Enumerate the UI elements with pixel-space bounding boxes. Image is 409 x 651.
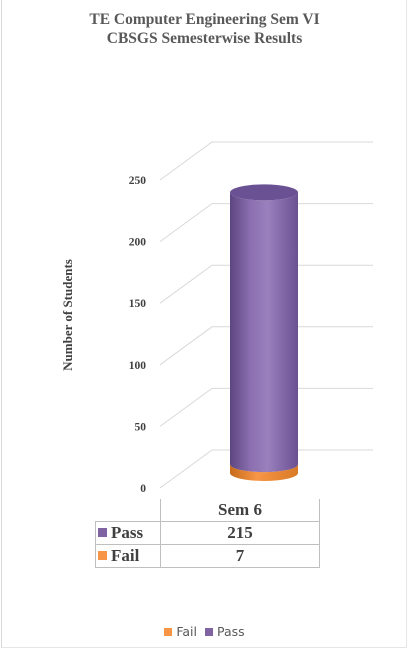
chart-title: TE Computer Engineering Sem VI CBSGS Sem… xyxy=(0,10,409,48)
legend: Fail Pass xyxy=(0,624,409,639)
gridline xyxy=(159,449,373,489)
data-table-header-row: Sem 6 xyxy=(95,499,320,522)
y-tick-labels: 0 50 100 150 200 250 xyxy=(129,175,147,495)
legend-label-pass: Pass xyxy=(216,624,245,639)
data-table-row-fail: Fail 7 xyxy=(95,544,320,568)
pass-swatch xyxy=(98,528,107,537)
bar-fail xyxy=(230,464,298,481)
y-tick-label: 150 xyxy=(129,298,147,310)
category-label: Sem 6 xyxy=(160,499,320,522)
y-tick-label: 50 xyxy=(135,421,147,433)
gridlines xyxy=(159,141,373,489)
legend-swatch-fail xyxy=(164,628,173,636)
gridline xyxy=(159,326,373,366)
gridline xyxy=(159,387,373,427)
y-tick-label: 0 xyxy=(140,483,146,495)
bar-pass xyxy=(230,192,298,473)
gridline xyxy=(159,203,373,243)
bars xyxy=(230,184,298,481)
legend-label-fail: Fail xyxy=(176,624,197,639)
bar-pass-top-cap xyxy=(230,184,298,201)
y-tick-label: 200 xyxy=(129,237,147,249)
fail-swatch xyxy=(98,551,107,560)
data-table: Sem 6 Pass 215 Fail 7 xyxy=(95,499,320,568)
gridline xyxy=(159,141,373,181)
legend-item-pass: Pass xyxy=(204,624,245,639)
series-label-fail: Fail xyxy=(111,546,140,565)
y-tick-label: 250 xyxy=(129,175,147,187)
data-table-row-pass: Pass 215 xyxy=(95,521,320,545)
y-tick-label: 100 xyxy=(129,360,147,372)
legend-swatch-pass xyxy=(204,628,213,636)
chart-title-line-1: TE Computer Engineering Sem VI xyxy=(89,11,320,28)
chart-title-line-2: CBSGS Semesterwise Results xyxy=(106,30,303,47)
legend-item-fail: Fail xyxy=(164,624,197,639)
gridline xyxy=(159,264,373,304)
series-label-pass: Pass xyxy=(111,523,144,542)
data-value-fail: 7 xyxy=(160,544,320,568)
data-value-pass: 215 xyxy=(160,521,320,545)
